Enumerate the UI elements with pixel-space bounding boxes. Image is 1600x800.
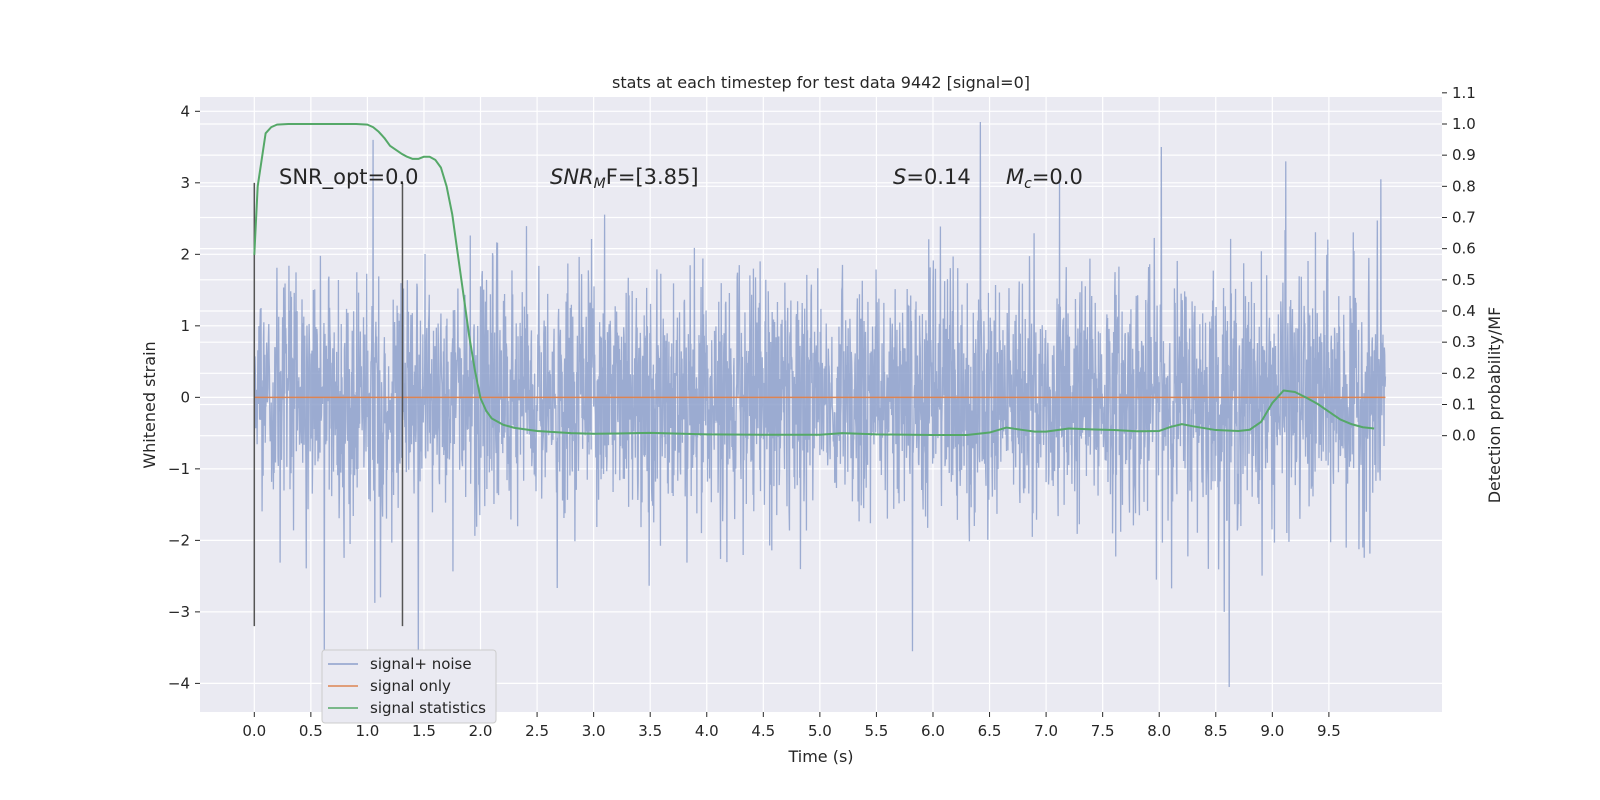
annotation-s-value: =0.14 [906, 165, 970, 189]
x-tick-label: 4.5 [751, 722, 775, 740]
y2-axis-ticks: 0.0 0.1 0.2 0.3 0.4 0.5 0.6 0.7 0.8 0.9 1.0 1.1 [1442, 84, 1476, 445]
y-axis-label: Whitened strain [140, 341, 159, 468]
y2-tick-label: 0.6 [1452, 240, 1476, 258]
x-tick-label: 1.5 [412, 722, 436, 740]
x-tick-label: 3.0 [582, 722, 606, 740]
y2-tick-label: 0.8 [1452, 177, 1476, 195]
y2-tick-label: 1.1 [1452, 84, 1476, 102]
chart-title: stats at each timestep for test data 944… [612, 73, 1030, 92]
y2-tick-label: 0.3 [1452, 333, 1476, 351]
x-axis-ticks: 0.0 0.5 1.0 1.5 2.0 2.5 3.0 3.5 4.0 4.5 5.0 5.5 6.0 6… [242, 712, 1341, 740]
legend-label-signal-only: signal only [370, 677, 451, 695]
x-tick-label: 0.0 [242, 722, 266, 740]
annotation-s: S=0.14 [893, 165, 971, 189]
x-axis-label: Time (s) [787, 747, 853, 766]
annotation-snr-mf-rest: F=[3.85] [606, 165, 699, 189]
x-tick-label: 9.0 [1260, 722, 1284, 740]
x-tick-label: 6.0 [921, 722, 945, 740]
y2-tick-label: 0.9 [1452, 146, 1476, 164]
annotation-mc: Mc=0.0 [1006, 165, 1083, 192]
x-tick-label: 8.0 [1147, 722, 1171, 740]
y-tick-label: 2 [180, 245, 190, 263]
annotation-s-symbol: S [893, 165, 906, 189]
x-tick-label: 7.0 [1034, 722, 1058, 740]
y2-tick-label: 0.1 [1452, 396, 1476, 414]
y2-tick-label: 0.4 [1452, 302, 1476, 320]
x-tick-label: 5.0 [808, 722, 832, 740]
y2-tick-label: 0.7 [1452, 208, 1476, 226]
signal-statistics-line [253, 122, 1375, 437]
annotation-snr-mf: SNRMF=[3.85] [550, 165, 699, 192]
y-axis-ticks: −4 −3 −2 −1 0 1 2 3 4 [168, 102, 200, 692]
y-tick-label: −4 [168, 674, 190, 692]
y-tick-label: −1 [168, 460, 190, 478]
y-tick-label: 1 [180, 317, 190, 335]
y-tick-label: −2 [168, 531, 190, 549]
y2-tick-label: 0.2 [1452, 364, 1476, 382]
annotation-snr-mf-sub: M [594, 176, 606, 192]
annotation-mc-symbol: M [1006, 165, 1024, 189]
legend-box [321, 649, 497, 724]
y2-tick-label: 1.0 [1452, 115, 1476, 133]
annotation-snr-opt: SNR_opt=0.0 [279, 165, 419, 190]
x-tick-label: 0.5 [299, 722, 323, 740]
annotation-mc-sub: c [1024, 176, 1032, 192]
y2-tick-label: 0.5 [1452, 271, 1476, 289]
legend: signal+ noise signal only signal statist… [321, 649, 497, 724]
x-tick-label: 7.5 [1091, 722, 1115, 740]
x-tick-label: 6.5 [978, 722, 1002, 740]
series-signal-statistics [253, 122, 1375, 437]
x-tick-label: 1.0 [355, 722, 379, 740]
annotation-snr-mf-base: SNR [550, 165, 594, 189]
series-signal-noise [253, 122, 1387, 687]
x-tick-label: 3.5 [638, 722, 662, 740]
x-tick-label: 4.0 [695, 722, 719, 740]
y-tick-label: 0 [180, 388, 190, 406]
legend-label-signal-noise: signal+ noise [370, 655, 472, 673]
x-tick-label: 5.5 [864, 722, 888, 740]
x-tick-label: 2.0 [469, 722, 493, 740]
vertical-markers [253, 182, 404, 627]
x-tick-label: 8.5 [1204, 722, 1228, 740]
x-tick-label: 9.5 [1317, 722, 1341, 740]
y-tick-label: −3 [168, 603, 190, 621]
noise-line [253, 122, 1387, 687]
x-tick-label: 2.5 [525, 722, 549, 740]
annotation-mc-value: =0.0 [1032, 165, 1083, 189]
y-tick-label: 4 [180, 102, 190, 120]
legend-label-signal-statistics: signal statistics [370, 699, 486, 717]
y2-axis-label: Detection probability/MF [1485, 307, 1504, 504]
y-tick-label: 3 [180, 174, 190, 192]
y2-tick-label: 0.0 [1452, 427, 1476, 445]
